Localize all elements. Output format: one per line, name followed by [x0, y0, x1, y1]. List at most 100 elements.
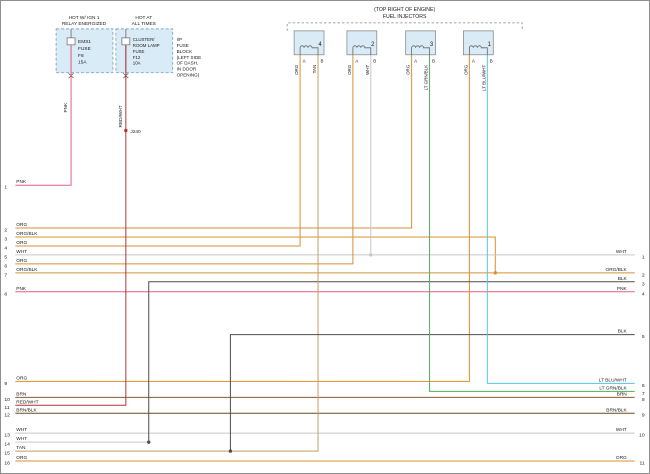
left-pin-label-1: PNK	[16, 179, 27, 185]
right-pin-number-2: 2	[642, 272, 645, 278]
right-pin-label-10: WHT	[616, 427, 627, 433]
injector-pin-a-label: A	[414, 59, 417, 64]
injector-box-2	[346, 30, 378, 56]
right-pin-label-2: ORG/BLK	[606, 267, 628, 273]
left-pin-label-10: BRN	[16, 391, 27, 397]
fuse1-caption-line1: HOT W/ IGN 1	[69, 15, 100, 21]
fuse2-caption-line2: ALL TIMES	[132, 21, 156, 27]
injector-wire-b-label: LT BLU/WHT	[481, 64, 486, 90]
left-pin-label-2: ORG	[16, 222, 27, 228]
injector-coil-icon	[299, 45, 319, 55]
fuse-box-ems1	[55, 28, 114, 74]
right-pin-number-6: 6	[642, 383, 645, 389]
injector-box-4	[293, 30, 325, 56]
wire-blk	[229, 334, 635, 452]
wire-pnk	[15, 44, 72, 186]
side-note-line2: FUSE	[177, 43, 189, 48]
right-pin-label-9: BRN/BLK	[606, 407, 627, 413]
splice-dot	[493, 271, 497, 275]
fuse2-name-line1: CLUSTER/	[133, 37, 155, 42]
left-pin-number-15: 15	[4, 451, 10, 457]
right-pin-number-7: 7	[642, 391, 645, 397]
left-pin-label-13: WHT	[16, 427, 27, 433]
left-pin-number-7: 7	[4, 272, 7, 278]
fuse2-id: F12	[133, 55, 141, 60]
left-pin-number-10: 10	[4, 397, 10, 403]
left-pin-number-5: 5	[4, 254, 7, 260]
fuse2-name-line2: ROOM LAMP	[133, 43, 160, 48]
side-note-line1: I/P	[177, 37, 183, 42]
right-pin-number-5: 5	[642, 334, 645, 340]
left-pin-number-14: 14	[4, 442, 10, 448]
wire-org	[15, 54, 413, 229]
right-pin-number-4: 4	[642, 291, 645, 297]
left-pin-label-7: ORG/BLK	[16, 267, 38, 273]
wire-lt-blu-wht	[486, 54, 635, 384]
injector-number-2: 2	[371, 42, 375, 48]
right-pin-label-11: ORG	[616, 455, 627, 461]
left-pin-number-2: 2	[4, 228, 7, 234]
injector-pin-b-label: B	[373, 59, 376, 64]
left-pin-label-8: PNK	[16, 286, 27, 292]
fuse1-word: FUSE	[78, 46, 91, 52]
left-pin-label-15: TAN	[16, 445, 26, 451]
engine-location-label: (TOP RIGHT OF ENGINE)	[374, 7, 435, 13]
injector-coil-icon	[352, 45, 372, 55]
fuse1-name: EMS1	[78, 39, 91, 45]
left-pin-number-1: 1	[4, 185, 7, 191]
fuel-injectors-title: FUEL INJECTORS	[383, 14, 427, 20]
left-pin-label-11: RED/WHT	[16, 399, 38, 405]
right-pin-label-4: PNK	[617, 286, 628, 292]
injector-wire-a-label: ORG	[347, 64, 352, 75]
right-pin-number-10: 10	[639, 433, 645, 439]
right-pin-label-8: BRN	[617, 391, 628, 397]
right-pin-number-8: 8	[642, 397, 645, 403]
pnk-vertical-wire-label: PNK	[63, 102, 69, 113]
left-pin-label-5: WHT	[16, 249, 27, 255]
injector-wire-b-label: TAN	[312, 65, 317, 74]
injector-box-1	[463, 30, 494, 56]
splice-dot	[147, 440, 151, 444]
right-pin-number-3: 3	[642, 281, 645, 287]
side-note-line7: OPENING)	[177, 73, 200, 78]
injector-pin-b-label: B	[321, 59, 324, 64]
injector-wire-b-label: WHT	[365, 64, 370, 74]
left-pin-number-6: 6	[4, 263, 7, 269]
wire-org	[15, 54, 470, 382]
left-pin-label-3: ORG/BLK	[16, 231, 38, 237]
fuse2-caption-line1: HOT AT	[135, 15, 152, 21]
side-note-line5: OF DASH,	[177, 61, 199, 66]
left-pin-number-8: 8	[4, 291, 7, 297]
injector-number-1: 1	[488, 42, 492, 48]
right-pin-label-6: LT BLU/WHT	[599, 377, 627, 383]
right-pin-label-1: WHT	[616, 249, 627, 255]
wire-blk	[148, 281, 635, 443]
left-pin-label-9: ORG	[16, 375, 27, 381]
injector-pin-a-label: A	[355, 59, 358, 64]
wire-org	[15, 54, 301, 247]
right-pin-label-3: BLK	[618, 276, 628, 282]
left-pin-label-16: ORG	[16, 455, 27, 461]
splice-dot	[228, 449, 233, 453]
left-pin-number-3: 3	[4, 236, 7, 242]
left-pin-number-9: 9	[4, 381, 7, 387]
fuse1-symbol-icon	[66, 37, 76, 46]
left-pin-number-13: 13	[4, 433, 10, 439]
injector-coil-icon	[468, 45, 488, 55]
right-pin-number-1: 1	[642, 254, 645, 260]
injector-coil-icon	[411, 45, 430, 55]
junction-label: J240	[130, 129, 141, 135]
injector-wire-b-label: LT GRN/BLK	[424, 65, 429, 91]
injector-pin-b-label: B	[432, 59, 435, 64]
injector-wire-a-label: ORG	[406, 64, 411, 75]
junction-j240	[124, 128, 128, 133]
left-pin-number-11: 11	[4, 405, 9, 411]
fuse2-word: FUSE	[133, 49, 145, 54]
left-pin-label-6: ORG	[16, 258, 27, 264]
injector-box-3	[405, 30, 436, 56]
redwht-vertical-wire-label: RED/WHT	[118, 105, 124, 127]
injector-pin-b-label: B	[490, 59, 493, 64]
splice-dot	[369, 253, 373, 257]
wire-org-blk	[15, 236, 496, 273]
wire-tan	[15, 54, 319, 452]
